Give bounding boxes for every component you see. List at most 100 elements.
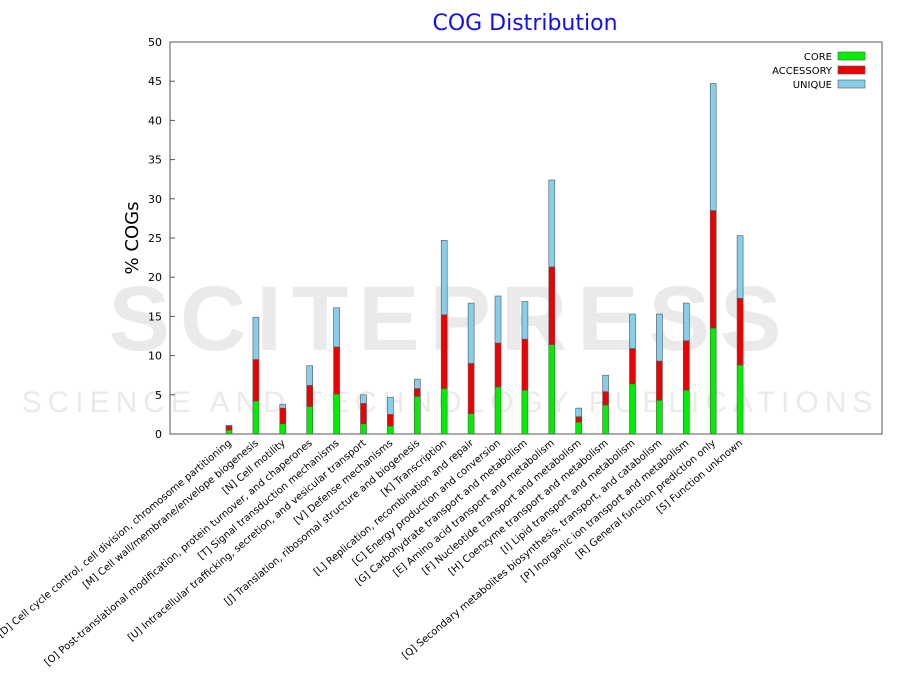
- bar-core: [656, 399, 663, 435]
- bar-accessory: [575, 416, 583, 423]
- y-tick-label: 40: [148, 114, 162, 127]
- bar-unique: [467, 302, 475, 364]
- bar-stack: [521, 301, 529, 435]
- bar-accessory: [494, 342, 502, 388]
- y-tick-label: 10: [148, 350, 162, 363]
- bar-accessory: [252, 359, 260, 402]
- bar-stack: [306, 365, 314, 435]
- bar-unique: [521, 301, 529, 340]
- bar-stack: [629, 313, 636, 435]
- bar-unique: [225, 425, 233, 427]
- legend-swatch: [837, 51, 866, 61]
- y-tick-label: 20: [148, 271, 162, 284]
- y-axis-label: % COGs: [122, 202, 143, 275]
- bar-stack: [467, 302, 475, 435]
- y-tick-label: 30: [148, 193, 162, 206]
- y-tick-label: 5: [155, 389, 162, 402]
- bar-core: [306, 406, 314, 435]
- bar-core: [252, 400, 260, 435]
- bar-accessory: [709, 210, 717, 329]
- bar-core: [225, 429, 233, 435]
- bar-accessory: [279, 407, 287, 425]
- bar-stack: [602, 374, 609, 435]
- bar-unique: [440, 240, 448, 316]
- bar-core: [575, 421, 583, 435]
- svg-text:SCIENCE AND TECHNOLOGY PUBLICA: SCIENCE AND TECHNOLOGY PUBLICATIONS: [22, 386, 879, 419]
- x-tick-label: [M] Cell wall/membrane/envelope biogenes…: [81, 438, 261, 591]
- bar-core: [440, 388, 448, 435]
- bar-stack: [656, 313, 663, 435]
- bar-stack: [360, 394, 367, 435]
- bar-unique: [736, 235, 744, 299]
- bar-stack: [225, 425, 233, 435]
- x-tick-label: [O] Post-translational modification, pro…: [43, 438, 315, 669]
- bar-unique: [709, 83, 717, 211]
- bar-accessory: [333, 346, 340, 395]
- bar-unique: [413, 378, 421, 389]
- legend-label: ACCESSORY: [772, 66, 833, 77]
- bar-unique: [279, 403, 287, 409]
- y-tick-label: 0: [155, 428, 162, 441]
- bar-core: [548, 344, 556, 435]
- bar-unique: [360, 394, 367, 404]
- bar-accessory: [548, 266, 556, 345]
- y-tick-label: 50: [148, 36, 162, 49]
- bar-unique: [575, 407, 583, 418]
- bar-core: [602, 404, 609, 435]
- bar-accessory: [602, 391, 609, 406]
- bar-core: [736, 364, 744, 435]
- bar-stack: [709, 83, 717, 435]
- y-tick-label: 45: [148, 75, 162, 88]
- bar-core: [709, 327, 717, 435]
- bar-core: [629, 383, 636, 435]
- y-tick-label: 15: [148, 310, 162, 323]
- bar-unique: [682, 302, 690, 342]
- bar-unique: [656, 313, 663, 362]
- bar-core: [494, 386, 502, 435]
- bar-accessory: [521, 338, 529, 391]
- bar-core: [521, 389, 529, 435]
- y-tick-label: 25: [148, 232, 162, 245]
- bar-stack: [252, 316, 260, 435]
- bar-core: [360, 423, 367, 435]
- bar-stack: [387, 396, 394, 435]
- bar-accessory: [387, 414, 394, 427]
- bar-accessory: [413, 388, 421, 397]
- bar-accessory: [629, 348, 636, 385]
- bar-core: [387, 425, 394, 435]
- bar-stack: [413, 378, 421, 435]
- bar-unique: [548, 179, 556, 268]
- bar-accessory: [360, 403, 367, 425]
- bar-stack: [279, 403, 287, 435]
- bar-accessory: [736, 298, 744, 366]
- y-axis: 0 5 10 15 20 25 30 35 40 45 50: [148, 36, 175, 441]
- watermark: SCITEPRESS SCIENCE AND TECHNOLOGY PUBLIC…: [22, 268, 879, 419]
- y-tick-label: 35: [148, 154, 162, 167]
- bar-core: [279, 423, 287, 435]
- bar-unique: [387, 396, 394, 415]
- bar-core: [413, 396, 421, 435]
- bar-unique: [629, 313, 636, 349]
- bar-stack: [575, 407, 583, 435]
- bar-core: [467, 413, 475, 435]
- bar-accessory: [467, 363, 475, 414]
- bar-unique: [252, 316, 260, 360]
- bar-core: [682, 389, 690, 435]
- x-axis-labels: [D] Cell cycle control, cell division, c…: [0, 437, 745, 668]
- bar-stack: [548, 179, 556, 435]
- bar-accessory: [656, 360, 663, 401]
- legend-swatch: [837, 79, 866, 89]
- bar-accessory: [306, 385, 314, 407]
- legend-label: UNIQUE: [793, 80, 832, 91]
- legend-label: CORE: [804, 52, 832, 63]
- bar-core: [333, 393, 340, 435]
- bars: [225, 83, 744, 435]
- bar-unique: [333, 307, 340, 348]
- bar-accessory: [682, 340, 690, 391]
- bar-unique: [306, 365, 314, 386]
- bar-accessory: [225, 425, 233, 431]
- bar-unique: [602, 374, 609, 392]
- bar-stack: [494, 295, 502, 435]
